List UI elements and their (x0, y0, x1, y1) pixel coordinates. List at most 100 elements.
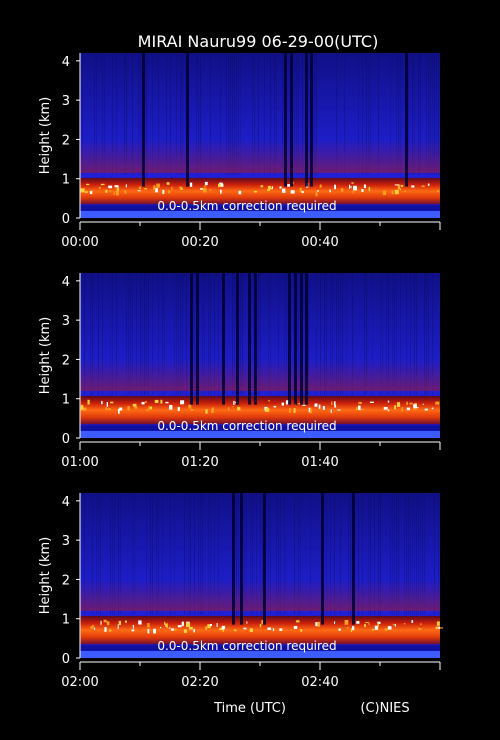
cloud-fleck (80, 405, 84, 410)
texture-streak (258, 53, 259, 175)
cloud-fleck (118, 408, 120, 414)
texture-streak (140, 273, 141, 395)
cloud-fleck (368, 622, 370, 626)
texture-streak (300, 493, 301, 615)
cloud-fleck (352, 626, 355, 631)
texture-streak (326, 493, 327, 615)
cloud-fleck (435, 401, 440, 405)
texture-streak (332, 273, 333, 395)
texture-streak (380, 493, 381, 615)
y-tick-label: 4 (62, 275, 70, 290)
texture-streak (234, 53, 235, 175)
cloud-fleck (310, 408, 312, 414)
texture-streak (416, 273, 417, 395)
cloud-fleck (89, 190, 93, 195)
cloud-fleck (166, 182, 170, 185)
texture-streak (338, 273, 339, 395)
cloud-fleck (302, 404, 306, 406)
attenuation-column (352, 493, 355, 625)
cloud-fleck (352, 190, 354, 194)
credit-label: (C)NIES (360, 701, 409, 716)
surface-band (80, 425, 440, 431)
texture-streak (276, 53, 277, 175)
cloud-fleck (271, 186, 273, 189)
texture-streak (390, 493, 391, 615)
texture-streak (270, 53, 271, 175)
cloud-fleck (315, 191, 318, 197)
cloud-fleck (333, 401, 336, 405)
cloud-fleck (368, 186, 370, 191)
cloud-fleck (183, 629, 187, 634)
cloud-fleck (162, 189, 165, 194)
texture-streak (208, 273, 209, 395)
texture-streak (324, 273, 325, 395)
cloud-fleck (86, 183, 90, 186)
texture-streak (104, 53, 105, 175)
texture-streak (200, 53, 201, 175)
cloud-fleck (400, 184, 404, 187)
cloud-fleck (246, 621, 248, 624)
cloud-fleck (171, 186, 173, 191)
texture-streak (378, 493, 379, 615)
texture-streak (396, 493, 397, 615)
cloud-fleck (301, 190, 304, 194)
cloud-fleck (85, 191, 88, 193)
cloud-fleck (401, 407, 403, 412)
texture-streak (254, 53, 255, 175)
texture-streak (400, 53, 401, 175)
texture-streak (252, 53, 253, 175)
y-tick-label: 0 (62, 432, 70, 447)
y-tick-label: 3 (62, 94, 70, 109)
cloud-fleck (387, 409, 390, 412)
cloud-fleck (105, 189, 108, 193)
cloud-fleck (394, 184, 399, 186)
correction-note: 0.0-0.5km correction required (157, 639, 336, 653)
texture-streak (424, 273, 425, 395)
texture-streak (410, 273, 411, 395)
cloud-fleck (361, 189, 364, 192)
cloud-fleck (293, 626, 298, 629)
cloud-fleck (374, 625, 379, 630)
texture-streak (180, 273, 181, 395)
cloud-layer (80, 395, 440, 425)
cloud-fleck (394, 405, 396, 410)
texture-streak (258, 273, 259, 395)
texture-streak (426, 53, 427, 175)
texture-streak (166, 53, 167, 175)
cloud-fleck (168, 627, 171, 629)
lidar-panel-3: 0.0-0.5km correction required 0 1 2 3 4 Height… (38, 493, 444, 690)
y-tick-label: 4 (62, 495, 70, 510)
cloud-fleck (382, 190, 386, 196)
texture-streak (422, 493, 423, 615)
cloud-fleck (125, 184, 127, 188)
cloud-fleck (92, 624, 94, 628)
correction-note: 0.0-0.5km correction required (157, 419, 336, 433)
texture-streak (156, 493, 157, 615)
cloud-fleck (87, 399, 90, 405)
attenuation-column (186, 53, 189, 187)
cloud-fleck (279, 628, 283, 631)
panels: 0.0-0.5km correction required 0 1 2 3 4 Height… (38, 53, 444, 690)
y-tick-label: 1 (62, 393, 70, 408)
attenuation-column (310, 53, 313, 187)
texture-streak (294, 493, 295, 615)
cloud-fleck (115, 190, 119, 196)
texture-streak (92, 273, 93, 395)
texture-streak (240, 273, 241, 395)
cloud-fleck (356, 621, 360, 624)
cloud-fleck (190, 182, 193, 187)
cloud-fleck (160, 626, 162, 629)
texture-streak (268, 493, 269, 615)
texture-streak (358, 53, 359, 175)
y-tick-label: 2 (62, 573, 70, 588)
texture-streak (210, 273, 211, 395)
cloud-fleck (232, 406, 234, 408)
texture-streak (364, 273, 365, 395)
cloud-fleck (189, 626, 193, 630)
cloud-fleck (110, 401, 114, 404)
texture-streak (438, 53, 439, 175)
cloud-fleck (371, 628, 375, 631)
texture-streak (430, 53, 431, 175)
cloud-fleck (334, 405, 337, 408)
texture-streak (366, 273, 367, 395)
